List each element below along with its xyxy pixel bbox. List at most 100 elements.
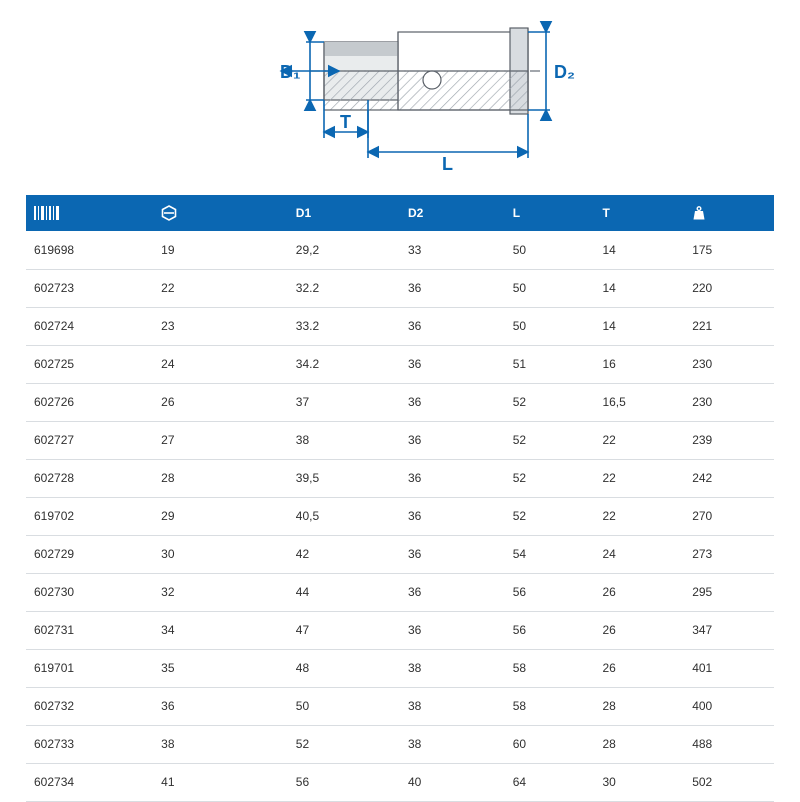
table-row: 6027232232.2365014220 xyxy=(26,269,774,307)
cell-d2: 36 xyxy=(400,345,505,383)
label-d2: D₂ xyxy=(554,62,575,82)
col-header-l: L xyxy=(505,195,595,231)
cell-d2: 38 xyxy=(400,649,505,687)
cell-code: 602725 xyxy=(26,345,153,383)
cell-t: 22 xyxy=(594,421,684,459)
cell-l: 58 xyxy=(505,649,595,687)
cell-wt: 347 xyxy=(684,611,774,649)
table-body: 6196981929,23350141756027232232.23650142… xyxy=(26,231,774,801)
cell-d2: 36 xyxy=(400,611,505,649)
cell-t: 28 xyxy=(594,725,684,763)
cell-wt: 239 xyxy=(684,421,774,459)
cell-wt: 242 xyxy=(684,459,774,497)
cell-size: 38 xyxy=(153,725,288,763)
cell-size: 30 xyxy=(153,535,288,573)
cell-d2: 36 xyxy=(400,269,505,307)
table-row: 6027272738365222239 xyxy=(26,421,774,459)
cell-d1: 48 xyxy=(288,649,400,687)
cell-d2: 38 xyxy=(400,725,505,763)
cell-d2: 38 xyxy=(400,687,505,725)
table-row: 6027323650385828400 xyxy=(26,687,774,725)
cell-d2: 40 xyxy=(400,763,505,801)
cell-wt: 502 xyxy=(684,763,774,801)
col-header-wt xyxy=(684,195,774,231)
cell-l: 54 xyxy=(505,535,595,573)
cell-d2: 36 xyxy=(400,383,505,421)
cell-l: 64 xyxy=(505,763,595,801)
cell-d1: 52 xyxy=(288,725,400,763)
cell-d2: 36 xyxy=(400,307,505,345)
table-header: D1 D2 L T xyxy=(26,195,774,231)
cell-t: 24 xyxy=(594,535,684,573)
table-row: 6197013548385826401 xyxy=(26,649,774,687)
cell-wt: 488 xyxy=(684,725,774,763)
cell-l: 50 xyxy=(505,307,595,345)
cell-l: 52 xyxy=(505,497,595,535)
cell-l: 52 xyxy=(505,383,595,421)
cell-size: 41 xyxy=(153,763,288,801)
cell-t: 28 xyxy=(594,687,684,725)
cell-size: 35 xyxy=(153,649,288,687)
cell-d1: 42 xyxy=(288,535,400,573)
cell-wt: 220 xyxy=(684,269,774,307)
cell-code: 602726 xyxy=(26,383,153,421)
barcode-icon xyxy=(34,206,145,220)
cell-code: 619698 xyxy=(26,231,153,269)
cell-wt: 400 xyxy=(684,687,774,725)
cell-size: 29 xyxy=(153,497,288,535)
col-header-label: D2 xyxy=(408,206,423,220)
table-row: 6197022940,5365222270 xyxy=(26,497,774,535)
col-header-code xyxy=(26,195,153,231)
cell-wt: 221 xyxy=(684,307,774,345)
cell-t: 22 xyxy=(594,497,684,535)
cell-d1: 29,2 xyxy=(288,231,400,269)
cell-wt: 175 xyxy=(684,231,774,269)
cell-wt: 270 xyxy=(684,497,774,535)
cell-t: 26 xyxy=(594,649,684,687)
cell-wt: 295 xyxy=(684,573,774,611)
cell-code: 602727 xyxy=(26,421,153,459)
table-row: 6027262637365216,5230 xyxy=(26,383,774,421)
cell-code: 602730 xyxy=(26,573,153,611)
cell-l: 58 xyxy=(505,687,595,725)
cell-code: 619702 xyxy=(26,497,153,535)
cell-size: 24 xyxy=(153,345,288,383)
cell-l: 52 xyxy=(505,421,595,459)
cell-l: 50 xyxy=(505,269,595,307)
cell-t: 30 xyxy=(594,763,684,801)
cell-l: 50 xyxy=(505,231,595,269)
cell-d1: 47 xyxy=(288,611,400,649)
col-header-t: T xyxy=(594,195,684,231)
cell-d1: 39,5 xyxy=(288,459,400,497)
spec-table-wrap: D1 D2 L T 6196981929,23350141756027232232.2… xyxy=(0,195,800,802)
table-row: 6027282839,5365222242 xyxy=(26,459,774,497)
col-header-label: L xyxy=(513,206,520,220)
hex-icon xyxy=(161,205,280,221)
col-header-label: T xyxy=(602,206,609,220)
table-row: 6027344156406430502 xyxy=(26,763,774,801)
cell-l: 56 xyxy=(505,611,595,649)
cell-size: 26 xyxy=(153,383,288,421)
cell-size: 19 xyxy=(153,231,288,269)
cell-t: 14 xyxy=(594,307,684,345)
cell-t: 16,5 xyxy=(594,383,684,421)
label-t: T xyxy=(340,112,351,132)
cell-d1: 56 xyxy=(288,763,400,801)
table-row: 6196981929,2335014175 xyxy=(26,231,774,269)
cell-d1: 37 xyxy=(288,383,400,421)
cell-d2: 36 xyxy=(400,535,505,573)
cell-d2: 36 xyxy=(400,421,505,459)
cell-size: 32 xyxy=(153,573,288,611)
cell-l: 51 xyxy=(505,345,595,383)
table-row: 6027333852386028488 xyxy=(26,725,774,763)
cell-size: 23 xyxy=(153,307,288,345)
cell-t: 14 xyxy=(594,231,684,269)
cell-t: 16 xyxy=(594,345,684,383)
cell-code: 602732 xyxy=(26,687,153,725)
cell-d1: 33.2 xyxy=(288,307,400,345)
cell-l: 56 xyxy=(505,573,595,611)
cell-size: 22 xyxy=(153,269,288,307)
col-header-d1: D1 xyxy=(288,195,400,231)
cell-code: 602728 xyxy=(26,459,153,497)
cell-d1: 44 xyxy=(288,573,400,611)
